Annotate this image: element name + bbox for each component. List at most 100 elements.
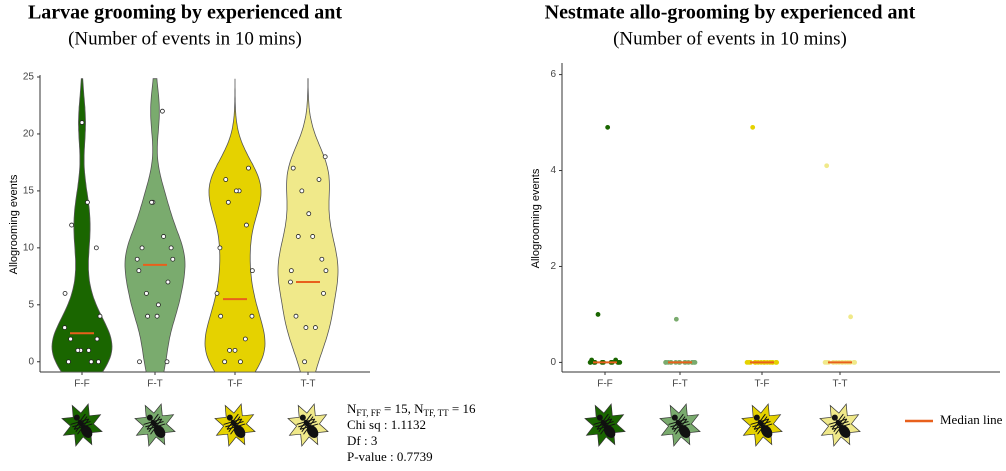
y-tick-label: 0 [550,357,556,368]
data-point [156,303,160,307]
data-point [238,360,242,364]
stat-part: = 15, N [381,401,424,416]
data-point [166,280,170,284]
chart-subtitle: (Number of events in 10 mins) [613,28,847,49]
stat-part: TF, TT [423,408,449,418]
y-axis-label: Allogrooming events [8,174,20,274]
x-tick-label: T-F [228,379,243,390]
chart-title: Nestmate allo-grooming by experienced an… [545,2,916,24]
x-tick-label: T-T [833,379,848,390]
data-point [244,223,248,227]
data-point [233,348,237,352]
ant-icon [820,404,860,446]
chart-title: Larvae grooming by experienced ant [28,2,342,24]
x-tick-label: F-T [672,379,688,390]
data-point [313,326,317,330]
ant-icon [135,404,175,446]
data-point [135,257,139,261]
data-point [250,314,254,318]
violin [125,79,185,372]
data-point [289,269,293,273]
data-point [89,360,93,364]
data-point [324,269,328,273]
data-point [137,269,141,273]
data-point [303,360,307,364]
data-point [849,315,853,319]
figure: Larvae grooming by experienced ant (Numb… [0,0,1006,471]
data-point [588,360,592,364]
data-point [852,360,856,364]
ant-icon [742,404,782,446]
data-point [155,314,159,318]
data-point [323,155,327,159]
data-point [69,337,73,341]
data-point [160,109,164,113]
data-point [70,223,74,227]
x-tick-label: T-F [755,379,770,390]
data-point [226,200,230,204]
data-point [146,314,150,318]
data-point [317,178,321,182]
y-tick-label: 2 [550,261,556,272]
data-point [250,269,254,273]
data-point [138,360,142,364]
data-point [95,337,99,341]
data-point [228,348,232,352]
data-point [288,280,292,284]
data-point [150,200,154,204]
data-point [144,291,148,295]
x-tick-label: T-T [301,379,316,390]
y-tick-label: 4 [550,165,556,176]
data-point [96,360,100,364]
data-point [169,246,173,250]
data-point [80,121,84,125]
data-point [215,291,219,295]
data-point [291,166,295,170]
data-point [596,312,600,316]
data-point [87,348,91,352]
data-point [140,246,144,250]
data-point [98,314,102,318]
x-tick-label: F-T [147,379,163,390]
data-point [76,348,80,352]
y-tick-label: 0 [28,356,34,367]
data-point [775,360,779,364]
data-point [246,166,250,170]
data-point [94,246,98,250]
data-point [320,257,324,261]
x-tick-label: F-F [74,379,90,390]
y-tick-label: 20 [23,129,35,140]
data-point [243,337,247,341]
stat-text: P-value : 0.7739 [347,449,433,464]
data-point [63,326,67,330]
ant-icon [288,404,328,446]
data-point [224,178,228,182]
stat-part: = 16 [449,401,476,416]
data-point [67,360,71,364]
y-tick-label: 6 [550,69,556,80]
y-tick-label: 25 [23,72,35,83]
data-point [296,234,300,238]
violin [205,79,265,372]
y-axis-label: Allogrooming events [530,168,542,268]
data-point [825,164,829,168]
y-tick-label: 10 [23,242,35,253]
ant-icon [215,404,255,446]
data-point [304,326,308,330]
stat-text: Df : 3 [347,433,377,448]
ant-icon [585,404,625,446]
ant-icon [660,404,700,446]
ant-icon [62,404,102,446]
data-point [85,200,89,204]
stat-text: NFT, FF = 15, NTF, TT = 16 [347,401,476,418]
data-point [171,257,175,261]
data-point [218,246,222,250]
data-point [165,360,169,364]
data-point [321,291,325,295]
x-tick-label: F-F [597,379,613,390]
chart-subtitle: (Number of events in 10 mins) [68,28,302,49]
data-point [223,360,227,364]
data-point [751,125,755,129]
data-point [300,189,304,193]
y-tick-label: 15 [23,186,35,197]
